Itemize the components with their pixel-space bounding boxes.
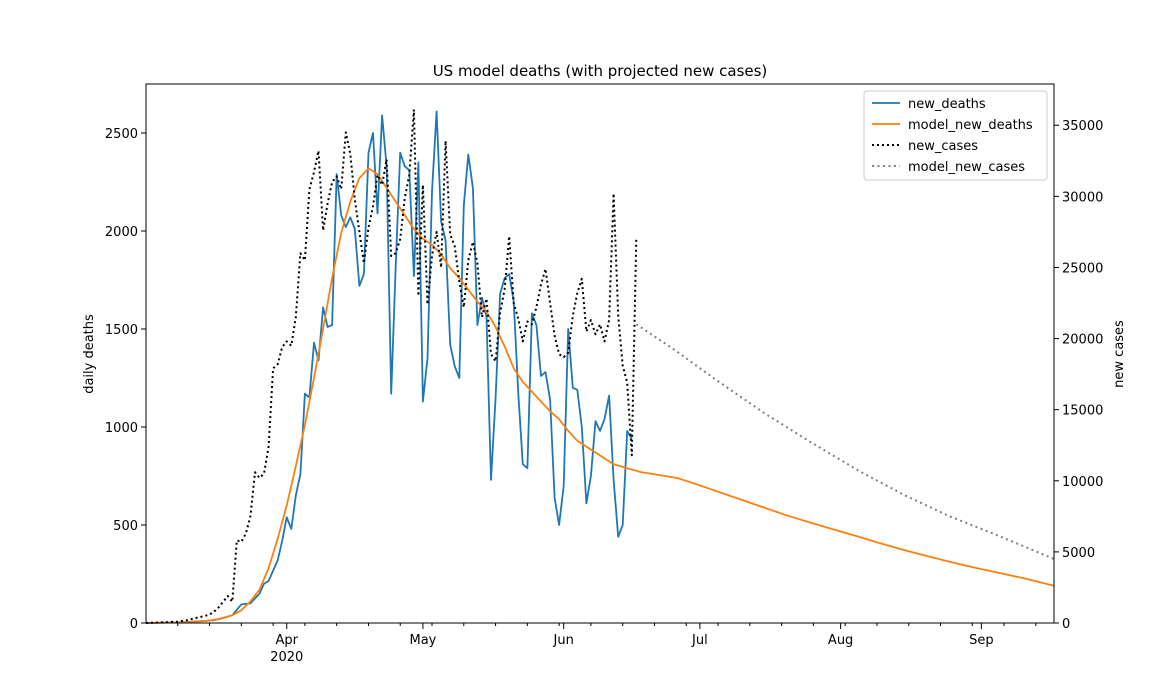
y-tick-label: 500 [113,519,138,534]
plot-frame [145,83,1055,624]
y2-tick-label: 15000 [1062,404,1103,419]
y-tick-label: 2000 [105,225,138,240]
legend-label: model_new_deaths [908,118,1033,133]
y2-tick-label: 5000 [1062,546,1095,561]
series-line-model-new-deaths [145,167,1055,624]
y2-tick-label: 0 [1062,617,1070,632]
legend: new_deaths model_new_deaths new_casesmodel… [863,90,1048,181]
axes-layer: 0500100015002000250005000100001500020000… [105,119,1103,665]
x-tick-label: Apr [275,633,298,648]
series-line-new-deaths [145,110,633,624]
y2-tick-label: 35000 [1062,119,1103,134]
y-tick-label: 1000 [105,421,138,436]
series-layer [145,108,1055,624]
x-tick-label: Jul [691,633,708,648]
x-tick-label: Aug [828,633,853,648]
y2-tick-label: 20000 [1062,333,1103,348]
series-line-model-new-cases [635,323,1055,560]
y-tick-label: 1500 [105,323,138,338]
y2-tick-label: 25000 [1062,261,1103,276]
y-axis-label: daily deaths [82,314,97,394]
y2-tick-label: 10000 [1062,475,1103,490]
x-tick-label: Sep [969,633,994,648]
x-tick-label: May [409,633,436,648]
x-tick-label: Jun [553,633,574,648]
y2-tick-label: 30000 [1062,190,1103,205]
x-tick-sublabel: 2020 [270,650,303,665]
legend-box [863,90,1048,181]
y-tick-label: 0 [130,617,138,632]
chart-title: US model deaths (with projected new case… [433,62,768,80]
legend-label: new_deaths [908,97,986,112]
series-line-new-cases [145,108,638,624]
y-tick-label: 2500 [105,127,138,142]
y2-axis-label: new cases [1112,320,1127,388]
legend-label: new_cases [908,139,978,154]
legend-label: model_new_cases [908,160,1025,175]
